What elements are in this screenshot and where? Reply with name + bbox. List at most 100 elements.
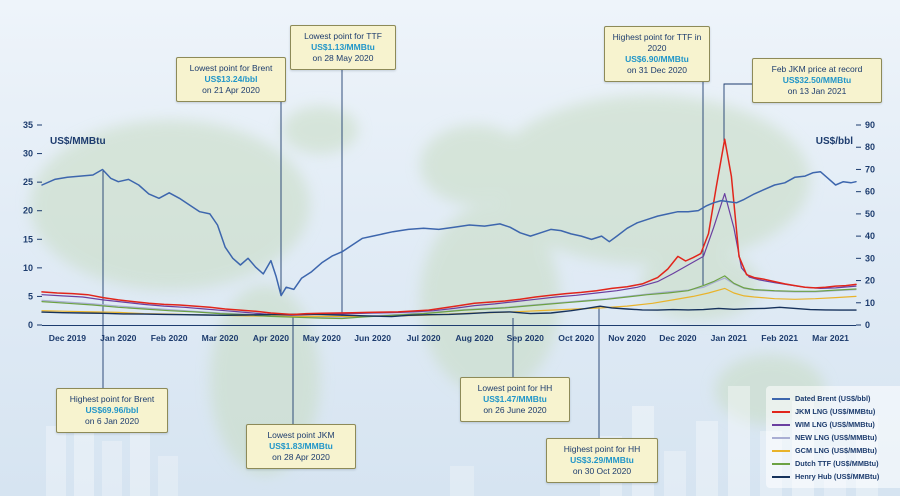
annotation-leader-lines: [102, 69, 752, 442]
right-axis-tick-label: 40: [865, 231, 875, 241]
right-axis-tick-label: 70: [865, 164, 875, 174]
annotation-jkm-record: Feb JKM price at record US$32.50/MMBtu o…: [752, 58, 882, 104]
annotation-title: Highest point for TTF in 2020: [612, 32, 702, 54]
annotation-title: Lowest point for Brent: [189, 63, 273, 73]
left-axis-tick-label: 5: [28, 291, 33, 301]
x-axis-label: Dec 2019: [49, 333, 86, 343]
right-axis-title: US$/bbl: [816, 136, 853, 147]
axis-layer: 0 5 10 15 20 25 30 35 0 10 20 30 40 50 60 70 80 90 Dec 201…: [23, 120, 875, 343]
annotation-date: on 21 Apr 2020: [202, 85, 260, 96]
series-layer: [41, 138, 857, 320]
legend-swatch-dated-brent: [772, 397, 790, 400]
annotation-title: Lowest point for HH: [477, 383, 553, 393]
left-axis-tick-label: 35: [23, 120, 33, 130]
leader-line-jkm-record: [723, 83, 752, 141]
annotation-brent-high: Highest point for Brent US$69.96/bbl on …: [56, 388, 168, 434]
x-axis-label: Mar 2020: [202, 333, 239, 343]
x-axis-label: May 2020: [303, 333, 341, 343]
right-axis-tick-label: 80: [865, 142, 875, 152]
x-axis-label: Nov 2020: [608, 333, 646, 343]
annotation-title: Lowest point JKM: [267, 430, 335, 440]
legend-swatch-gcm-lng: [772, 449, 790, 452]
right-axis-tick-label: 10: [865, 298, 875, 308]
legend-label: GCM LNG (US$/MMBtu): [795, 446, 877, 455]
annotation-brent-low: Lowest point for Brent US$13.24/bbl on 2…: [176, 57, 286, 103]
annotation-date: on 28 Apr 2020: [272, 452, 330, 463]
left-axis-title: US$/MMBtu: [50, 136, 106, 147]
annotation-date: on 26 June 2020: [483, 405, 547, 416]
legend-label: NEW LNG (US$/MMBtu): [795, 433, 877, 442]
left-axis-tick-label: 30: [23, 149, 33, 159]
legend-swatch-jkm-lng: [772, 410, 790, 413]
annotation-date: on 6 Jan 2020: [85, 416, 139, 427]
x-axis-label: Jun 2020: [354, 333, 391, 343]
legend-item-henry-hub: Henry Hub (US$/MMBtu): [772, 470, 900, 483]
x-axis-label: Sep 2020: [507, 333, 544, 343]
continent-shapes: [30, 95, 825, 475]
legend-item-dutch-ttf: Dutch TTF (US$/MMBtu): [772, 457, 900, 470]
right-axis-tick-label: 0: [865, 320, 870, 330]
annotation-value: US$1.47/MMBtu: [483, 394, 547, 405]
left-axis-tick-label: 20: [23, 206, 33, 216]
annotation-title: Highest point for HH: [563, 444, 641, 454]
annotation-ttf-high-2020: Highest point for TTF in 2020 US$6.90/MM…: [604, 26, 710, 83]
right-axis-tick-label: 30: [865, 253, 875, 263]
legend-label: Dutch TTF (US$/MMBtu): [795, 459, 879, 468]
series-line-wim: [41, 193, 857, 316]
annotation-jkm-low: Lowest point JKM US$1.83/MMBtu on 28 Apr…: [246, 424, 356, 470]
annotation-hh-low: Lowest point for HH US$1.47/MMBtu on 26 …: [460, 377, 570, 423]
right-axis-tick-label: 90: [865, 120, 875, 130]
series-line-hh: [41, 305, 857, 318]
legend-item-new-lng: NEW LNG (US$/MMBtu): [772, 431, 900, 444]
annotation-date: on 30 Oct 2020: [572, 466, 632, 477]
x-axis-label: Oct 2020: [558, 333, 594, 343]
annotation-hh-high: Highest point for HH US$3.29/MMBtu on 30…: [546, 438, 658, 484]
x-axis-label: Mar 2021: [812, 333, 849, 343]
annotation-date: on 13 Jan 2021: [787, 86, 847, 97]
legend-item-wim-lng: WIM LNG (US$/MMBtu): [772, 418, 900, 431]
right-axis-tick-label: 50: [865, 209, 875, 219]
series-line-jkm: [41, 138, 857, 316]
right-axis-tick-label: 60: [865, 187, 875, 197]
annotation-ttf-low: Lowest point for TTF US$1.13/MMBtu on 28…: [290, 25, 396, 71]
legend-label: WIM LNG (US$/MMBtu): [795, 420, 875, 429]
annotation-value: US$3.29/MMBtu: [570, 455, 634, 466]
legend-item-jkm-lng: JKM LNG (US$/MMBtu): [772, 405, 900, 418]
legend-label: JKM LNG (US$/MMBtu): [795, 407, 876, 416]
x-axis-label: Aug 2020: [455, 333, 493, 343]
x-axis-label: Feb 2021: [761, 333, 798, 343]
legend-swatch-henry-hub: [772, 475, 790, 478]
left-axis-tick-label: 15: [23, 234, 33, 244]
series-line-gcm: [41, 287, 857, 317]
x-axis-label: Jul 2020: [407, 333, 441, 343]
legend-swatch-dutch-ttf: [772, 462, 790, 465]
x-axis-label: Jan 2021: [711, 333, 748, 343]
x-axis-label: Dec 2020: [659, 333, 696, 343]
legend-label: Dated Brent (US$/bbl): [795, 394, 871, 403]
right-axis-tick-label: 20: [865, 276, 875, 286]
annotation-title: Lowest point for TTF: [304, 31, 382, 41]
x-axis-label: Apr 2020: [253, 333, 290, 343]
annotation-value: US$13.24/bbl: [204, 74, 258, 85]
x-axis-label: Feb 2020: [151, 333, 188, 343]
annotation-date: on 31 Dec 2020: [626, 65, 688, 76]
left-axis-tick-label: 25: [23, 177, 33, 187]
left-axis-tick-label: 10: [23, 263, 33, 273]
annotation-value: US$6.90/MMBtu: [625, 54, 689, 65]
annotation-date: on 28 May 2020: [312, 53, 374, 64]
legend-label: Henry Hub (US$/MMBtu): [795, 472, 880, 481]
legend-item-gcm-lng: GCM LNG (US$/MMBtu): [772, 444, 900, 457]
legend-swatch-new-lng: [772, 436, 790, 439]
annotation-value: US$1.83/MMBtu: [269, 441, 333, 452]
series-line-ttf: [41, 275, 857, 320]
series-line-brent: [41, 168, 857, 297]
legend-item-dated-brent: Dated Brent (US$/bbl): [772, 392, 900, 405]
annotation-value: US$69.96/bbl: [85, 405, 139, 416]
annotation-value: US$1.13/MMBtu: [311, 42, 375, 53]
annotation-title: Feb JKM price at record: [771, 64, 863, 74]
legend-swatch-wim-lng: [772, 423, 790, 426]
legend: Dated Brent (US$/bbl) JKM LNG (US$/MMBtu…: [766, 386, 900, 488]
left-axis-tick-label: 0: [28, 320, 33, 330]
